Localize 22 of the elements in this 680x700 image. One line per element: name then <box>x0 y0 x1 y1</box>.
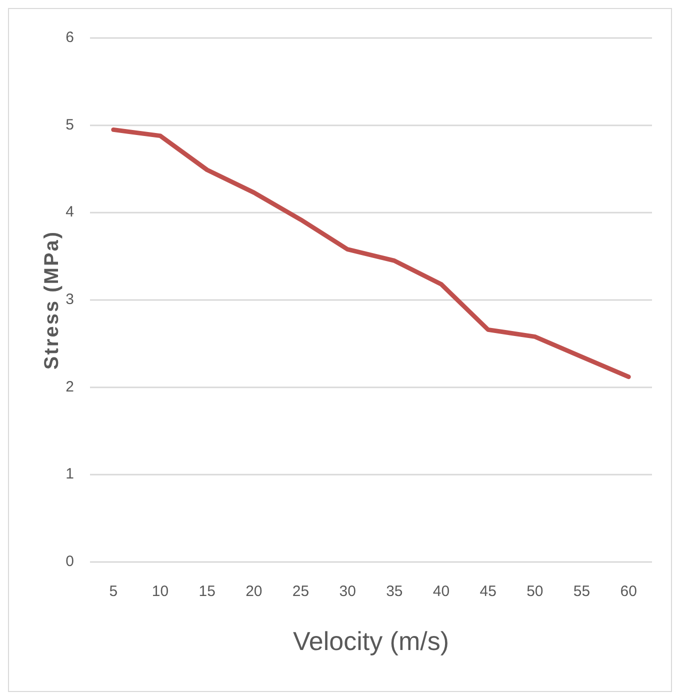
y-tick-label: 3 <box>66 290 74 308</box>
y-tick-label: 0 <box>66 552 74 570</box>
x-tick-label: 40 <box>432 583 450 600</box>
x-tick-label: 15 <box>198 583 216 600</box>
y-tick-label: 2 <box>66 378 74 396</box>
x-tick-label: 50 <box>526 583 544 600</box>
x-tick-label: 45 <box>480 583 496 600</box>
x-tick-label: 55 <box>573 583 590 600</box>
x-tick-label: 20 <box>246 583 262 600</box>
line-series <box>111 127 631 380</box>
x-tick-label: 10 <box>152 583 169 600</box>
y-tick-label: 4 <box>66 204 74 221</box>
x-tick-label: 5 <box>109 583 118 600</box>
x-tick-label: 25 <box>292 583 310 600</box>
y-tick-label: 1 <box>66 466 74 483</box>
x-tick-label: 60 <box>620 583 637 600</box>
x-tick-label: 35 <box>386 583 403 600</box>
y-tick-label: 6 <box>66 28 74 46</box>
y-axis-title: Stress (MPa) <box>41 230 63 370</box>
x-tick-label: 30 <box>339 583 356 600</box>
y-tick-label: 5 <box>66 116 74 134</box>
x-axis-title: Velocity (m/s) <box>292 626 450 656</box>
